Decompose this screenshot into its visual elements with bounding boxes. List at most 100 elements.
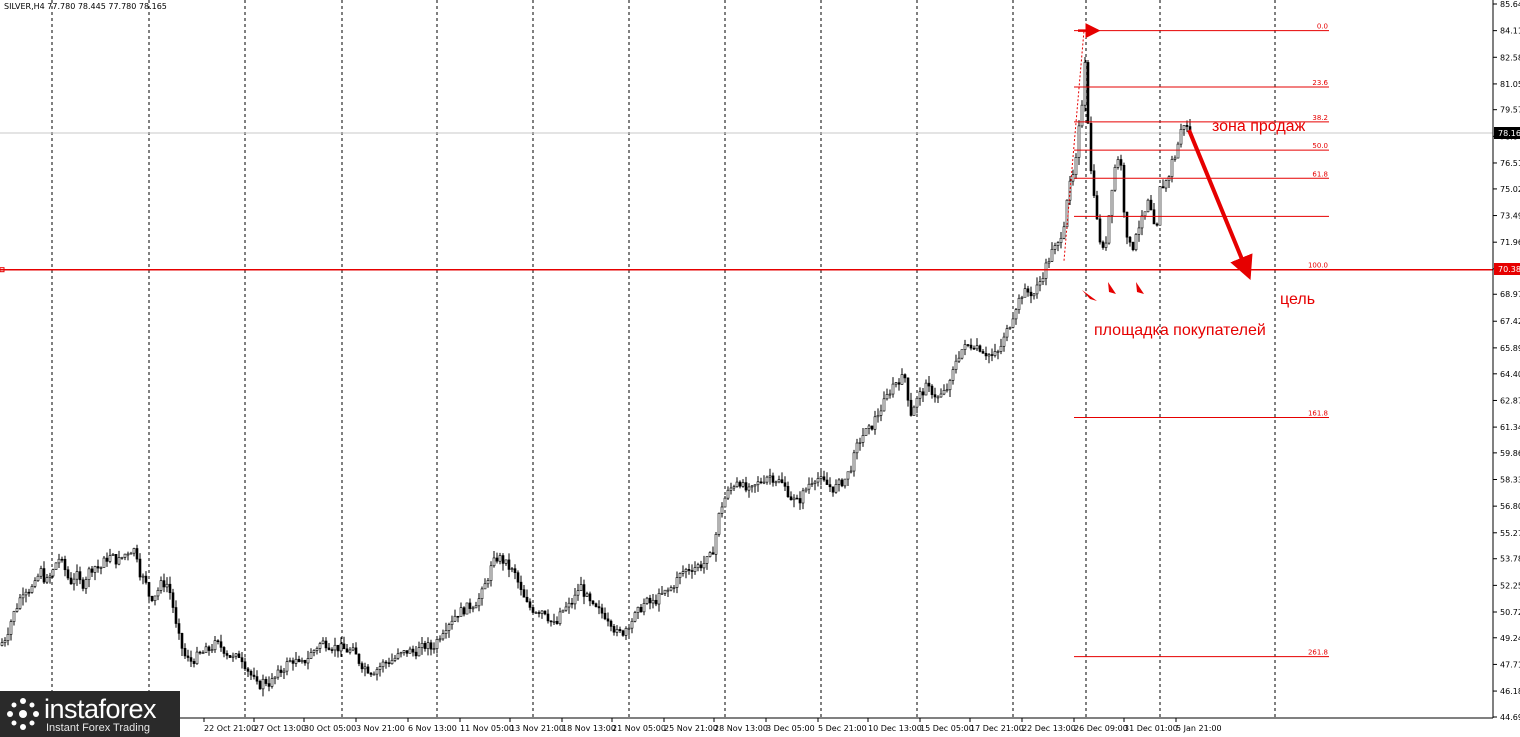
candle-up: [693, 567, 697, 572]
candle-down: [246, 668, 250, 672]
candle-down: [507, 559, 511, 570]
candle-up: [30, 586, 34, 593]
fib-level-label: 50.0: [1312, 142, 1328, 150]
candle-up: [453, 615, 457, 622]
candle-up: [261, 678, 265, 690]
candle-up: [1062, 226, 1066, 239]
candle-down: [711, 552, 715, 555]
candle-down: [1131, 241, 1135, 251]
candle-up: [669, 587, 673, 591]
candle-up: [1059, 237, 1063, 243]
candle-down: [468, 602, 472, 609]
candle-down: [366, 666, 370, 674]
candle-up: [129, 552, 133, 555]
candle-up: [51, 569, 55, 577]
candle-up: [474, 605, 478, 609]
candle-down: [147, 582, 151, 597]
candle-down: [603, 612, 607, 620]
candle-up: [18, 597, 22, 609]
candle-up: [675, 577, 679, 588]
candle-up: [813, 481, 817, 484]
level-price-marker: 70.38: [1494, 263, 1520, 275]
candle-down: [789, 496, 793, 501]
candle-up: [102, 557, 106, 568]
candle-down: [984, 352, 988, 357]
y-tick-label: 73.49: [1500, 212, 1520, 221]
candle-up: [438, 638, 442, 641]
level-price-label: 70.38: [1498, 265, 1520, 274]
candle-up: [108, 555, 112, 562]
candle-down: [189, 657, 193, 662]
x-tick-label: 31 Dec 01:00: [1124, 724, 1178, 733]
candle-down: [81, 579, 85, 589]
candle-down: [978, 345, 982, 352]
y-tick-label: 68.97: [1500, 290, 1520, 299]
logo-word: instaforex: [44, 694, 157, 724]
candle-up: [444, 630, 448, 634]
candle-up: [999, 345, 1003, 352]
candle-up: [819, 476, 823, 479]
candle-up: [732, 486, 736, 489]
candle-down: [267, 683, 271, 687]
candle-down: [387, 662, 391, 665]
candle-up: [234, 653, 238, 657]
candle-down: [168, 583, 172, 594]
candle-up: [498, 555, 502, 562]
candle-up: [204, 646, 208, 654]
candle-up: [348, 649, 352, 653]
candle-up: [9, 621, 13, 635]
candle-up: [1032, 293, 1036, 297]
candle-down: [216, 640, 220, 642]
candle-up: [1083, 62, 1087, 106]
buyer-arrow: [1108, 282, 1116, 294]
candle-up: [465, 602, 469, 615]
candle-down: [303, 659, 307, 664]
candle-down: [822, 476, 826, 481]
candle-down: [228, 655, 232, 658]
candle-up: [408, 648, 412, 654]
candle-down: [618, 629, 622, 632]
candle-down: [78, 571, 82, 581]
candle-down: [69, 577, 73, 585]
candle-down: [171, 592, 175, 608]
candle-down: [198, 651, 202, 654]
candle-up: [48, 575, 52, 578]
candle-up: [396, 653, 400, 659]
candle-up: [1146, 199, 1150, 213]
candle-down: [192, 661, 196, 664]
candle-up: [1068, 180, 1072, 201]
candle-up: [21, 594, 25, 599]
candle-up: [1023, 288, 1027, 298]
candle-down: [105, 557, 109, 562]
y-tick-label: 64.40: [1500, 370, 1520, 379]
candle-down: [1161, 186, 1165, 189]
candle-up: [1071, 174, 1075, 182]
candle-up: [849, 470, 853, 473]
candle-down: [411, 648, 415, 653]
fib-level-label: 38.2: [1312, 114, 1328, 122]
candle-up: [390, 660, 394, 665]
candle-up: [1050, 248, 1054, 262]
candle-up: [39, 568, 43, 577]
candle-down: [906, 377, 910, 401]
candle-down: [354, 647, 358, 655]
candle-up: [891, 383, 895, 395]
candle-down: [903, 374, 907, 379]
candle-down: [528, 601, 532, 608]
x-tick-label: 11 Nov 05:00: [460, 724, 514, 733]
candle-down: [342, 643, 346, 650]
candle-up: [666, 589, 670, 592]
candle-down: [360, 663, 364, 670]
candle-down: [279, 669, 283, 673]
current-price-marker: 78.16: [1494, 127, 1520, 139]
candle-up: [231, 655, 235, 658]
candle-up: [876, 415, 880, 418]
candle-up: [339, 643, 343, 652]
candle-down: [969, 344, 973, 349]
candle-down: [174, 607, 178, 624]
candle-up: [432, 648, 436, 650]
y-tick-label: 75.02: [1500, 185, 1520, 194]
candle-up: [0, 642, 4, 646]
candle-up: [426, 642, 430, 649]
